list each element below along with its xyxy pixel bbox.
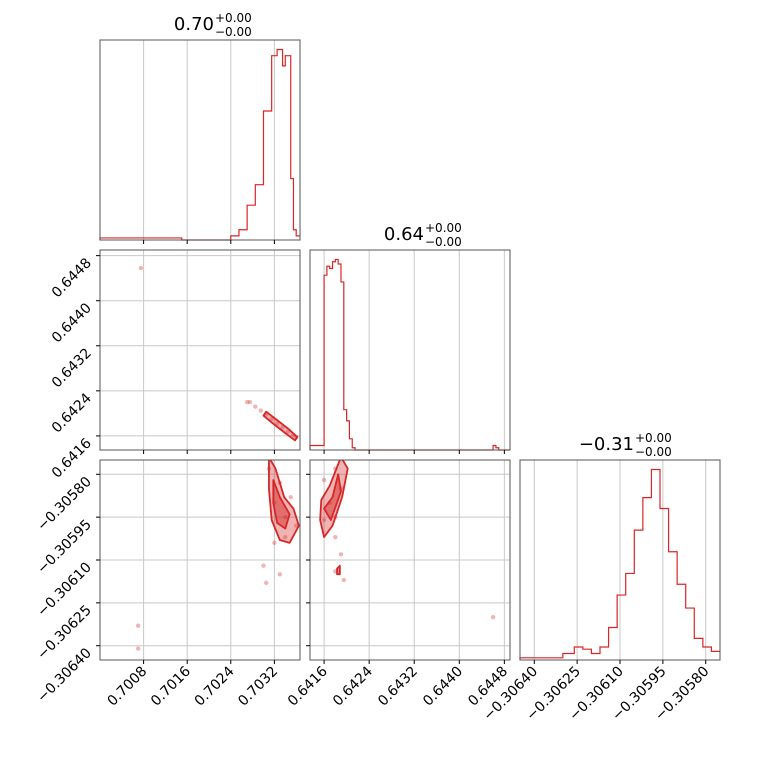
- param-title-minus: −0.00: [425, 235, 462, 249]
- panel-1-content: [135, 460, 300, 651]
- sample-point: [288, 494, 293, 500]
- x-tick-label: 0.6432: [375, 664, 421, 710]
- sample-point: [293, 523, 299, 528]
- contour-level: [262, 410, 299, 442]
- hist-0-frame: [99, 39, 301, 241]
- sample-point: [247, 399, 253, 405]
- sample-point: [138, 265, 144, 271]
- sample-point: [261, 563, 266, 568]
- sample-point: [490, 614, 496, 620]
- sample-point: [244, 399, 250, 405]
- panel-2-grid: [310, 460, 510, 660]
- sample-point: [283, 534, 288, 540]
- x-tick-label: 0.7032: [235, 664, 281, 710]
- y-tick-label: 0.6424: [49, 390, 95, 436]
- param-title-minus: −0.00: [635, 445, 672, 459]
- param-title-plus: +0.00: [425, 221, 462, 235]
- sample-point: [135, 623, 141, 628]
- sample-point: [341, 577, 347, 583]
- contour-level: [323, 473, 342, 521]
- x-tick-label: 0.7008: [104, 664, 150, 710]
- param-title-value: −0.31: [579, 434, 634, 455]
- hist-2-grid: [533, 460, 707, 660]
- x-tick-label: 0.7024: [192, 663, 238, 709]
- x-tick-label: 0.6440: [420, 664, 466, 710]
- param-title-value: 0.64: [384, 224, 424, 245]
- sample-point: [280, 425, 285, 430]
- hist-1-grid: [323, 250, 505, 450]
- contour-level: [336, 564, 341, 576]
- panel-2-content: [319, 460, 496, 620]
- y-tick-label: 0.6432: [49, 345, 95, 391]
- param-title-value: 0.70: [174, 14, 214, 35]
- param-title-plus: +0.00: [635, 431, 672, 445]
- x-tick-label: 0.6416: [285, 663, 331, 709]
- hist-1-frame: [309, 249, 511, 451]
- sample-point: [264, 580, 269, 586]
- sample-point: [258, 408, 263, 413]
- panel-0-frame: [99, 249, 301, 451]
- histogram-2-step: [519, 468, 720, 660]
- x-tick-label: 0.6424: [330, 663, 376, 709]
- sample-point: [272, 540, 277, 546]
- sample-point: [321, 477, 327, 483]
- sample-point: [333, 534, 338, 540]
- hist-0-grid: [143, 40, 275, 240]
- param-title-minus: −0.00: [215, 25, 252, 39]
- contour-level: [272, 479, 291, 530]
- panel-1-grid: [100, 460, 300, 660]
- sample-point: [135, 646, 141, 651]
- y-tick-label: 0.6440: [49, 300, 95, 346]
- y-tick-label: 0.6416: [49, 435, 95, 481]
- y-tick-label: 0.6448: [49, 255, 95, 301]
- panel-0-content: [138, 265, 299, 442]
- sample-point: [274, 421, 280, 426]
- sample-point: [269, 416, 274, 422]
- param-title-plus: +0.00: [215, 11, 252, 25]
- sample-point: [338, 552, 344, 557]
- sample-point: [321, 517, 327, 523]
- x-tick-label: 0.7016: [148, 663, 194, 709]
- sample-point: [277, 572, 283, 577]
- panel-0-grid: [100, 250, 300, 450]
- histogram-1-step: [309, 258, 510, 451]
- histogram-0-step: [99, 48, 300, 241]
- sample-point: [253, 404, 258, 409]
